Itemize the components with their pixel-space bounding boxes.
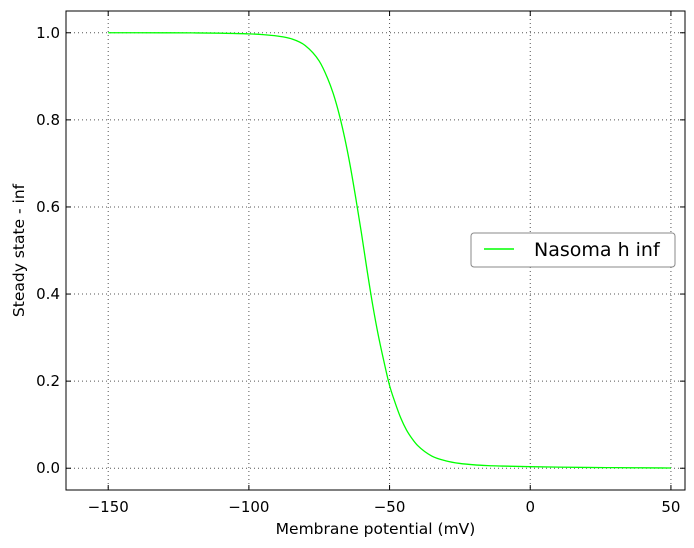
y-tick-label: 1.0 xyxy=(36,24,60,42)
plot-frame xyxy=(65,10,686,491)
legend-label: Nasoma h inf xyxy=(534,239,661,261)
y-tick-label: 0.2 xyxy=(36,372,60,390)
y-tick-label: 0.4 xyxy=(36,285,60,303)
y-tick-label: 0.6 xyxy=(36,198,60,216)
y-tick-label: 0.8 xyxy=(36,111,60,129)
y-axis-label: Steady state - inf xyxy=(10,183,28,317)
axis-ticks: −150 −100 −50 0 50 0.0 0.2 0.4 0.6 0.8 1.0 xyxy=(36,11,685,516)
y-tick-label: 0.0 xyxy=(36,459,60,477)
x-tick-label: −100 xyxy=(228,498,269,516)
legend-box xyxy=(470,232,676,268)
legend: Nasoma h inf xyxy=(470,232,676,268)
x-tick-label: −150 xyxy=(88,498,129,516)
x-tick-label: 0 xyxy=(525,498,535,516)
plot-area xyxy=(108,32,671,469)
x-tick-label: −50 xyxy=(374,498,406,516)
x-tick-label: 50 xyxy=(661,498,680,516)
x-axis-label: Membrane potential (mV) xyxy=(276,520,476,538)
series-line xyxy=(108,32,671,469)
